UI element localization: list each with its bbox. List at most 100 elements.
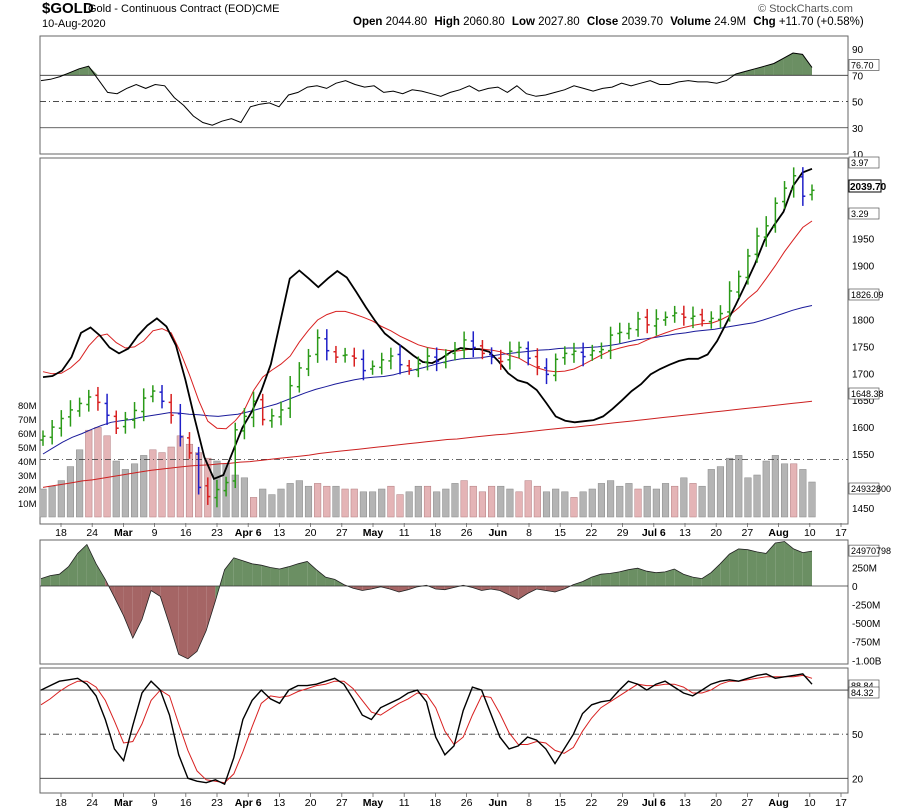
volume-bar <box>323 485 331 518</box>
stoch-x-tick-label: 13 <box>274 797 286 809</box>
price-tick-label: 1450 <box>852 504 875 515</box>
volume-tick-label: 60M <box>18 429 37 440</box>
volume-bar <box>405 491 413 518</box>
volume-bar <box>378 488 386 518</box>
volume-bar <box>369 491 377 518</box>
ad-area-segment <box>187 586 198 659</box>
volume-bar <box>250 497 258 518</box>
instrument-name: Gold - Continuous Contract (EOD) <box>88 3 256 15</box>
stoch-d-value-label-box <box>848 686 880 699</box>
volume-bar <box>277 488 285 518</box>
volume-bar <box>359 491 367 518</box>
volume-bar <box>121 469 129 518</box>
ad-tick-label: -1.00B <box>852 656 882 667</box>
price-x-tick-label: 8 <box>526 527 532 539</box>
rsi-overbought-fill <box>764 63 774 76</box>
ad-area-segment <box>720 554 730 587</box>
ad-area-segment <box>582 577 592 587</box>
stoch-x-tick-label: 15 <box>554 797 566 809</box>
ad-area-segment <box>298 561 308 587</box>
rsi-overbought-fill <box>783 53 793 76</box>
price-x-tick-label: 15 <box>554 527 566 539</box>
volume-bar <box>85 429 93 518</box>
volume-bar <box>561 491 569 518</box>
rsi-tick-label: 90 <box>852 45 864 56</box>
ad-tick-label: 250M <box>852 563 877 574</box>
close-label: Close <box>586 16 619 28</box>
stoch-x-tick-label: 29 <box>617 797 629 809</box>
ad-last-value-label-box <box>848 544 880 557</box>
upper-band-line <box>42 167 813 480</box>
price-x-tick-label: Mar <box>114 527 133 539</box>
chg-value: +11.70 (+0.58%) <box>778 16 864 28</box>
price-x-tick-label: 24 <box>86 527 98 539</box>
price-tick-label: 1600 <box>852 423 875 434</box>
ad-area-segment <box>353 586 363 591</box>
stoch-x-tick-label: 26 <box>461 797 473 809</box>
price-x-tick-label: 17 <box>835 527 847 539</box>
volume-bar <box>149 449 157 518</box>
rsi-last-value-label: 76.70 <box>851 60 874 70</box>
brand[interactable]: © StockCharts.com <box>758 3 853 15</box>
ad-area-segment <box>389 586 399 592</box>
ema20-line <box>42 220 813 430</box>
volume-bar <box>771 455 779 518</box>
price-tick-label: 1900 <box>852 262 875 273</box>
ad-area-segment <box>114 586 124 616</box>
volume-bar <box>48 485 56 518</box>
symbol[interactable]: $GOLD <box>42 0 94 17</box>
ad-area-segment <box>316 569 326 587</box>
volume-bar <box>103 435 111 518</box>
rsi-overbought-fill <box>69 68 80 76</box>
volume-tick-label: 80M <box>18 401 37 412</box>
ad-area-segment <box>711 563 721 587</box>
rsi-line <box>40 52 813 126</box>
price-x-tick-label: 29 <box>617 527 629 539</box>
price-x-tick-label: Aug <box>768 527 788 539</box>
volume-bar <box>753 474 761 518</box>
rsi-tick-label: 50 <box>852 98 864 109</box>
ma50-value-label: 1826.09 <box>851 290 884 300</box>
stoch-x-tick-label: 22 <box>586 797 598 809</box>
volume-bar <box>808 481 816 518</box>
volume-bar <box>542 491 551 518</box>
ad-area-segment <box>261 565 271 587</box>
volume-bar <box>387 485 395 518</box>
volume-bar <box>66 466 75 518</box>
ma200-value-label: 1648.38 <box>851 389 884 399</box>
stoch-x-tick-label: 27 <box>742 797 754 809</box>
ma50-value-label-box <box>848 288 880 301</box>
price-x-tick-label: 23 <box>211 527 223 539</box>
ad-area-segment <box>307 561 317 587</box>
volume-tick-label: 10M <box>18 499 37 510</box>
ad-area-segment <box>536 586 546 591</box>
close-price-label: 2039.70 <box>850 182 887 193</box>
exchange: CME <box>255 3 280 15</box>
ad-area-segment <box>518 586 528 600</box>
volume-bar <box>396 494 404 518</box>
volume-value-label: 24932800 <box>851 484 891 494</box>
rsi-overbought-fill <box>792 53 803 76</box>
rsi-last-value-label-box <box>848 59 880 71</box>
ad-area-segment <box>766 542 776 587</box>
stoch-d-line <box>40 674 813 784</box>
price-tick-label: 1550 <box>852 450 875 461</box>
volume-bar <box>579 491 587 518</box>
volume-bar <box>625 483 633 518</box>
price-x-tick-label: 27 <box>336 527 348 539</box>
ad-area-segment <box>619 569 629 587</box>
stoch-x-tick-label: 18 <box>430 797 442 809</box>
volume-bar <box>643 485 651 518</box>
ad-tick-label: -750M <box>852 638 880 649</box>
volume-bar <box>735 455 743 518</box>
volume-tick-label: 70M <box>18 415 37 426</box>
volume-bar <box>414 485 422 518</box>
rsi-overbought-fill <box>88 66 99 76</box>
price-x-tick-label: Jul 6 <box>642 527 666 539</box>
ad-area-segment <box>610 571 620 587</box>
stoch-x-tick-label: Jun <box>488 797 507 809</box>
volume-bar <box>158 452 166 518</box>
ad-area-segment <box>655 571 666 587</box>
volume-tick-label: 40M <box>18 457 37 468</box>
